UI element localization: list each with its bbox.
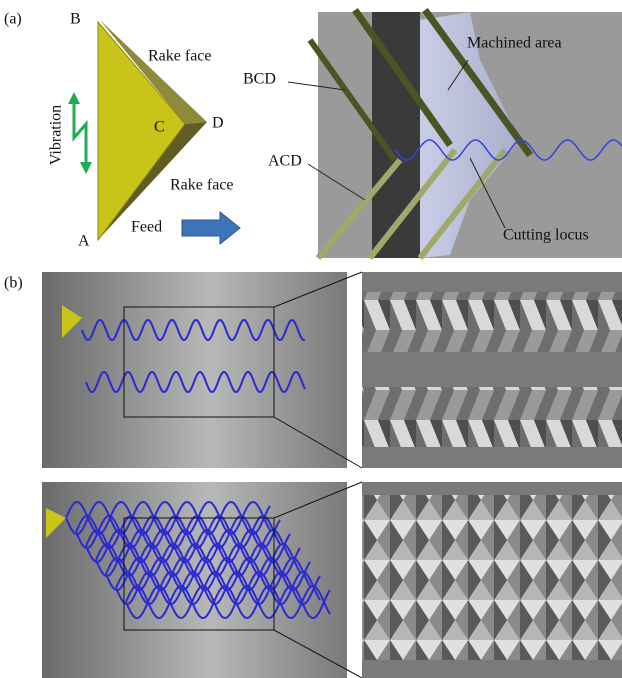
vertex-label: D — [212, 115, 224, 132]
workpiece — [42, 272, 347, 468]
bcd-label: BCD — [243, 71, 276, 88]
rake-face-label: Rake face — [148, 48, 212, 65]
texture — [362, 495, 622, 660]
vibration-arrow — [74, 98, 86, 168]
figure: (a) B Rake face C D Rake face A Vibratio… — [0, 0, 622, 678]
machined-area-label: Machined area — [467, 35, 562, 52]
vibration-label: Vibration — [48, 105, 65, 165]
arrowhead — [68, 92, 80, 104]
acd-label: ACD — [268, 153, 302, 170]
texture — [362, 292, 622, 352]
feed-arrow — [182, 212, 240, 244]
panel-label: (b) — [4, 275, 23, 292]
vertex-label: A — [78, 233, 90, 250]
arrowhead — [80, 162, 92, 174]
panel-label: (a) — [4, 11, 22, 28]
vertex-label: B — [70, 11, 81, 28]
vertex-label: C — [154, 119, 165, 136]
rake-face-label: Rake face — [170, 177, 234, 194]
feed-label: Feed — [131, 219, 162, 236]
texture — [362, 387, 622, 447]
cutting-locus-label: Cutting locus — [503, 227, 589, 244]
